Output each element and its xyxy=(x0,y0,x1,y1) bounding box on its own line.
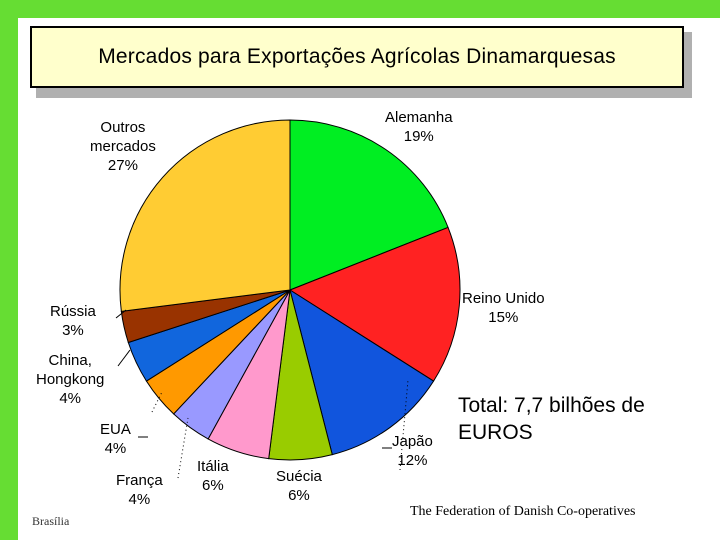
total-annotation: Total: 7,7 bilhões de EUROS xyxy=(458,392,645,446)
label-china-line1: China, xyxy=(48,352,92,369)
label-suecia-name: Suécia xyxy=(276,468,322,485)
label-outros-pct: 27% xyxy=(107,157,138,174)
title-box: Mercados para Exportações Agrícolas Dina… xyxy=(30,26,684,88)
label-eua-pct: 4% xyxy=(104,440,127,457)
label-franca-pct: 4% xyxy=(128,491,151,508)
label-russia-pct: 3% xyxy=(62,322,84,339)
label-japao-pct: 12% xyxy=(397,452,428,469)
pie-slice-jap-o xyxy=(289,288,435,456)
label-russia-name: Rússia xyxy=(50,303,96,320)
leader-russia xyxy=(115,309,127,319)
total-line2: EUROS xyxy=(458,421,533,444)
pie-slice-outros-mercados xyxy=(119,119,291,312)
label-outros-line2: mercados xyxy=(90,138,156,155)
label-italia-pct: 6% xyxy=(202,477,224,494)
label-alemanha: Alemanha 19% xyxy=(385,108,453,146)
label-suecia: Suécia 6% xyxy=(276,467,322,505)
label-eua-name: EUA xyxy=(100,421,131,438)
label-eua: EUA 4% xyxy=(100,420,131,458)
label-china-hongkong: China, Hongkong 4% xyxy=(36,351,104,408)
label-franca-name: França xyxy=(116,472,163,489)
leader-china xyxy=(117,349,131,367)
leader-franca-dotted xyxy=(177,417,189,479)
footer-location: Brasília xyxy=(32,514,70,528)
label-china-pct: 4% xyxy=(59,390,82,407)
label-reino-unido: Reino Unido 15% xyxy=(462,289,545,327)
label-china-line2: Hongkong xyxy=(36,371,105,388)
chart-title: Mercados para Exportações Agrícolas Dina… xyxy=(98,45,616,68)
label-suecia-pct: 6% xyxy=(288,487,310,504)
label-franca: França 4% xyxy=(116,471,163,509)
pie-slice-alemanha xyxy=(289,119,449,291)
label-outros-mercados: Outros mercados 27% xyxy=(90,118,156,175)
label-japao: Japão 12% xyxy=(392,432,433,470)
label-italia: Itália 6% xyxy=(197,457,229,495)
total-line1: Total: 7,7 bilhões de xyxy=(458,394,645,417)
footer-source: The Federation of Danish Co-operatives xyxy=(410,504,636,519)
label-outros-line1: Outros xyxy=(100,119,146,136)
pie-slice-reino-unido xyxy=(288,226,461,382)
label-alemanha-name: Alemanha xyxy=(385,109,453,126)
label-japao-name: Japão xyxy=(392,433,433,450)
label-alemanha-pct: 19% xyxy=(403,128,434,145)
label-reino-unido-name: Reino Unido xyxy=(462,290,545,307)
label-russia: Rússia 3% xyxy=(50,302,96,340)
label-italia-name: Itália xyxy=(197,458,229,475)
label-reino-unido-pct: 15% xyxy=(488,309,519,326)
